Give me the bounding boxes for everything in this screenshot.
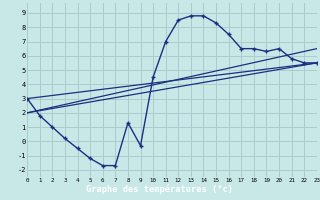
Text: Graphe des températures (°c): Graphe des températures (°c) xyxy=(86,185,234,194)
